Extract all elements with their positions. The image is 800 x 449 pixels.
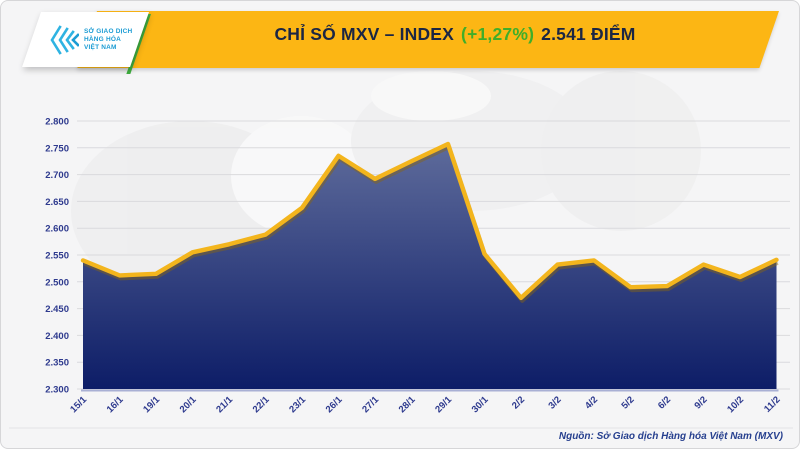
x-tick-label: 19/1 (141, 394, 162, 415)
x-tick-label: 3/2 (546, 394, 563, 411)
index-line (80, 141, 779, 301)
x-tick-label: 10/2 (725, 394, 746, 415)
y-tick-label: 2.750 (45, 143, 69, 154)
x-tick-label: 20/1 (178, 394, 199, 415)
logo-text: SỞ GIAO DỊCH HÀNG HÓA VIỆT NAM (84, 28, 132, 52)
x-tick-label: 5/2 (619, 394, 636, 411)
x-tick-label: 21/1 (214, 394, 235, 415)
source-attribution: Nguồn: Sở Giao dịch Hàng hóa Việt Nam (M… (558, 431, 783, 442)
y-tick-label: 2.350 (45, 358, 69, 369)
mxv-logo-content: SỞ GIAO DỊCH HÀNG HÓA VIỆT NAM (49, 18, 149, 62)
page-title: CHỈ SỐ MXV – INDEX (+1,27%) 2.541 ĐIỂM (151, 24, 759, 54)
title-change-badge: (+1,27%) (461, 24, 535, 44)
logo-line2: HÀNG HÓA (84, 36, 121, 43)
x-tick-label: 2/2 (510, 394, 527, 411)
x-tick-label: 6/2 (656, 394, 673, 411)
x-tick-label: 9/2 (692, 394, 709, 411)
x-tick-label: 11/2 (762, 394, 782, 414)
y-tick-label: 2.650 (45, 197, 69, 208)
logo-line1: SỞ GIAO DỊCH (84, 28, 133, 35)
title-main: CHỈ SỐ MXV – INDEX (274, 24, 455, 44)
x-tick-label: 27/1 (360, 394, 381, 415)
y-tick-label: 2.550 (45, 251, 69, 262)
x-tick-label: 26/1 (324, 394, 345, 415)
x-tick-label: 29/1 (433, 394, 454, 415)
y-tick-label: 2.400 (45, 331, 69, 342)
x-tick-label: 4/2 (583, 394, 600, 411)
area-fill (83, 144, 777, 389)
x-tick-label: 15/1 (68, 394, 89, 415)
logo-line3: VIỆT NAM (84, 44, 117, 51)
y-tick-label: 2.800 (45, 117, 69, 128)
y-tick-label: 2.300 (45, 385, 69, 396)
index-line-shadow (83, 145, 779, 303)
x-axis: 15/1 16/1 19/1 20/1 21/1 22/1 23/1 26/1 27/1 28/1… (68, 394, 782, 415)
y-tick-label: 2.500 (45, 277, 69, 288)
y-tick-label: 2.600 (45, 224, 69, 235)
y-tick-label: 2.450 (45, 304, 69, 315)
y-tick-label: 2.700 (45, 170, 69, 181)
x-tick-label: 22/1 (251, 394, 272, 415)
nested-chevrons-icon (50, 25, 79, 55)
title-value: 2.541 ĐIỂM (541, 24, 636, 44)
x-tick-label: 28/1 (397, 394, 418, 415)
x-tick-label: 16/1 (105, 394, 126, 415)
x-tick-label: 30/1 (470, 394, 491, 415)
x-tick-label: 23/1 (287, 394, 308, 415)
